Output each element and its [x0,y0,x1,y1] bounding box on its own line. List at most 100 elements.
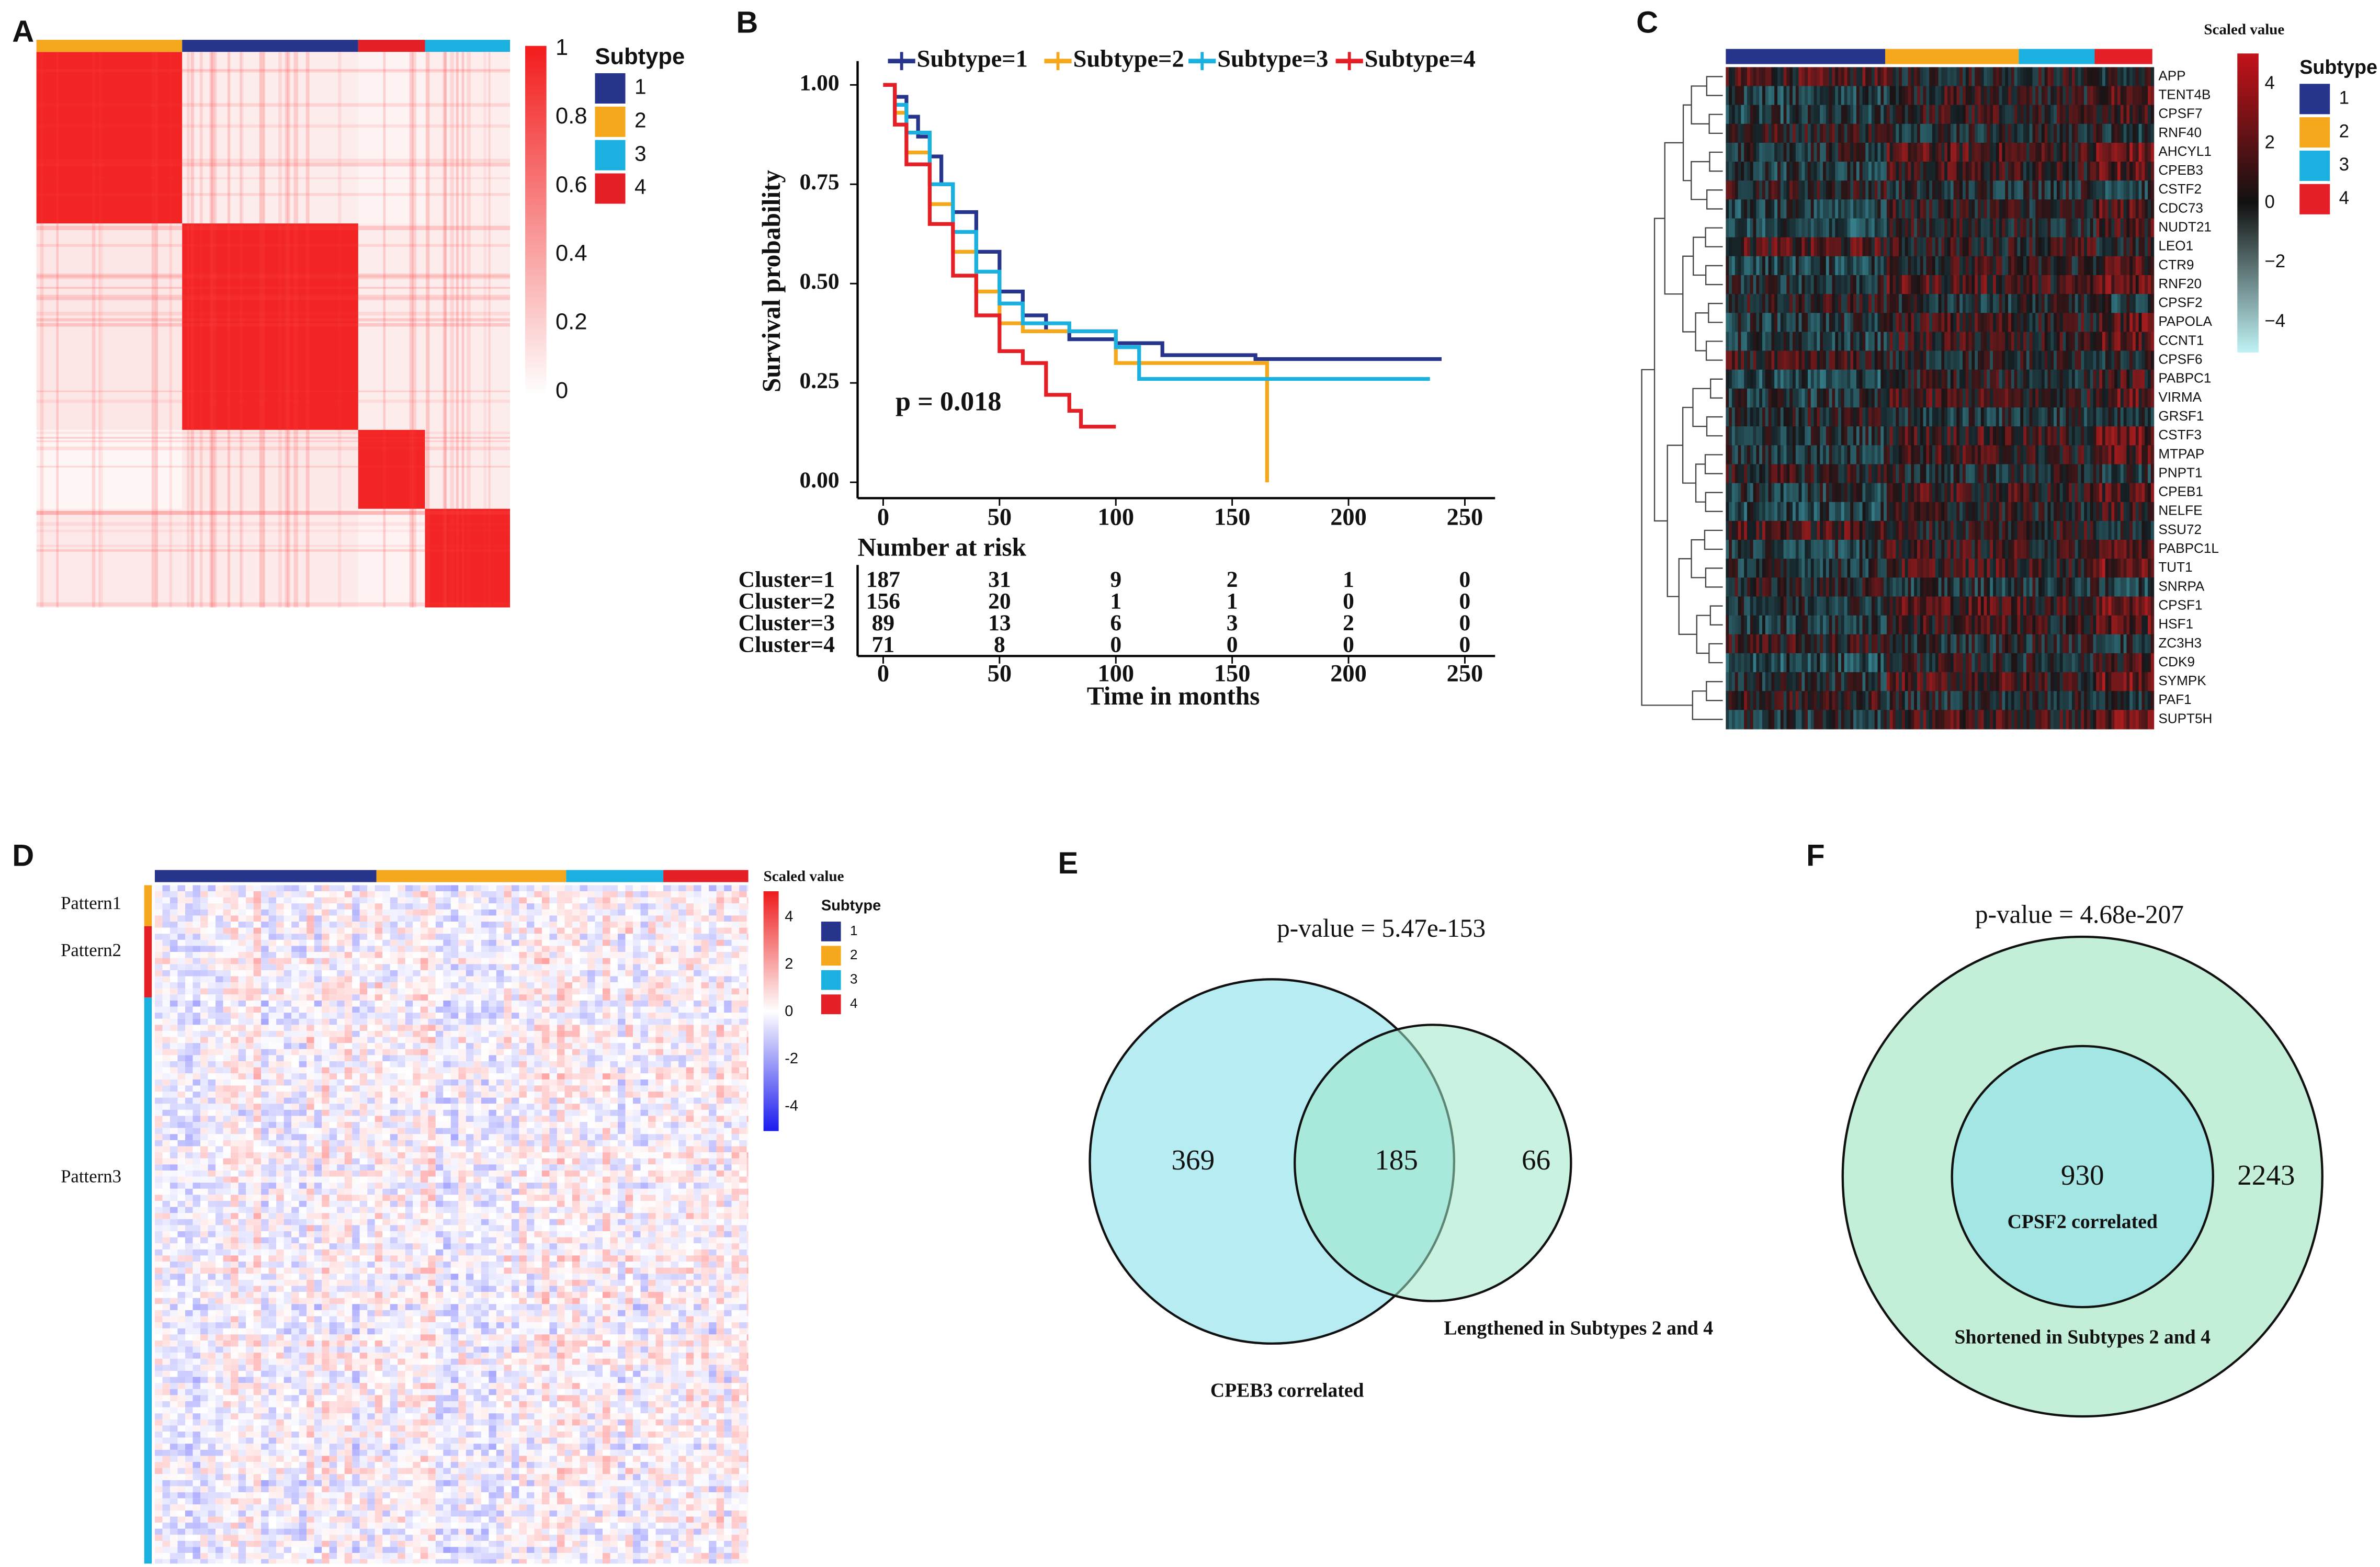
heatmap-cell [2081,596,2084,616]
legend-swatch [595,73,626,104]
heatmap-cell [1975,445,1978,465]
heatmap-cell [2105,142,2109,162]
heatmap-cell [1747,218,1751,238]
heatmap-cell [1901,483,1906,503]
legend-label: 1 [634,75,647,99]
heatmap-cell [2029,332,2033,351]
heatmap-cell [1832,218,1835,238]
heatmap-cell [1798,577,1802,597]
heatmap-cell [1814,275,1818,295]
heatmap-cell [2093,502,2096,521]
heatmap-cell [2038,123,2042,143]
heatmap-cell [2017,162,2021,181]
heatmap-cell [1756,123,1760,143]
heatmap-cell [2050,294,2054,314]
heatmap-cell [1765,407,1769,427]
heatmap-cell [2138,67,2142,87]
heatmap-cell [1963,426,1966,446]
heatmap-cell [2026,294,2030,314]
heatmap-cell [1826,596,1830,616]
heatmap-cell [1932,426,1936,446]
heatmap-cell [1835,199,1839,219]
heatmap-cell [1798,445,1802,465]
heatmap-cell [1896,445,1899,465]
heatmap-cell [2120,313,2124,333]
heatmap-cell [1892,67,1896,87]
heatmap-cell [1747,445,1751,465]
heatmap-cell [1868,596,1872,616]
heatmap-cell [1859,142,1863,162]
heatmap-cell [1987,142,1990,162]
heatmap-cell [1975,634,1978,654]
heatmap-cell [1820,67,1823,87]
heatmap-cell [1935,142,1939,162]
heatmap-cell [2138,332,2142,351]
heatmap-cell [1841,86,1845,106]
heatmap-cell [1795,199,1799,219]
heatmap-cell [1932,332,1936,351]
heatmap-cell [1832,86,1835,106]
heatmap-cell [1993,672,1997,692]
heatmap-cell [2002,350,2005,370]
heatmap-cell [1835,426,1839,446]
heatmap-cell [1862,559,1866,578]
heatmap-cell [1847,275,1851,295]
heatmap-cell [1853,275,1857,295]
heatmap-cell [1795,615,1799,635]
heatmap-cell [1950,445,1954,465]
heatmap-cell [2126,275,2130,295]
heatmap-cell [1980,464,1985,484]
heatmap-cell [2090,332,2094,351]
heatmap-cell [1968,615,1972,635]
legend-marker [1193,52,1211,71]
heatmap-cell [1835,407,1839,427]
heatmap-cell [2081,445,2084,465]
heatmap-cell [1829,199,1833,219]
heatmap-cell [1771,464,1775,484]
heatmap-cell [2108,559,2112,578]
heatmap-cell [2008,634,2012,654]
heatmap-cell [1914,67,1918,87]
heatmap-cell [1935,596,1939,616]
heatmap-cell [1886,615,1890,635]
heatmap-cell [1990,691,1993,711]
heatmap-cell [1865,615,1869,635]
heatmap-cell [1795,691,1799,711]
heatmap-cell [1999,407,2003,427]
heatmap-cell [2108,256,2112,276]
heatmap-cell [1938,483,1942,503]
heatmap-cell [1862,294,1866,314]
heatmap-cell [2081,502,2084,521]
heatmap-cell [2114,180,2118,200]
heatmap-cell [1935,483,1939,503]
heatmap-cell [1920,180,1924,200]
heatmap-cell [2093,86,2096,106]
heatmap-cell [1993,123,1997,143]
heatmap-cell [1753,142,1756,162]
heatmap-cell [2020,275,2024,295]
heatmap-cell [1947,86,1951,106]
heatmap-cell [2050,407,2054,427]
heatmap-cell [1901,256,1906,276]
heatmap-cell [2020,464,2024,484]
heatmap-cell [1959,237,1963,257]
heatmap-cell [1877,653,1881,673]
risk-row-label: Cluster=1 [739,567,835,592]
heatmap-cell [1984,634,1988,654]
heatmap-cell [2129,142,2133,162]
heatmap-cell [2005,237,2009,257]
heatmap-cell [1765,540,1769,560]
heatmap-cell [2135,464,2139,484]
heatmap-cell [1901,313,1906,333]
heatmap-cell [1783,162,1787,181]
heatmap-cell [1929,483,1933,503]
heatmap-cell [1868,67,1872,87]
heatmap-cell [2138,218,2142,238]
heatmap-cell [2108,67,2112,87]
heatmap-cell [1771,105,1775,124]
heatmap-cell [1795,426,1799,446]
heatmap-cell [1765,596,1769,616]
heatmap-cell [1850,483,1854,503]
heatmap-cell [1905,332,1909,351]
heatmap-cell [1920,464,1924,484]
